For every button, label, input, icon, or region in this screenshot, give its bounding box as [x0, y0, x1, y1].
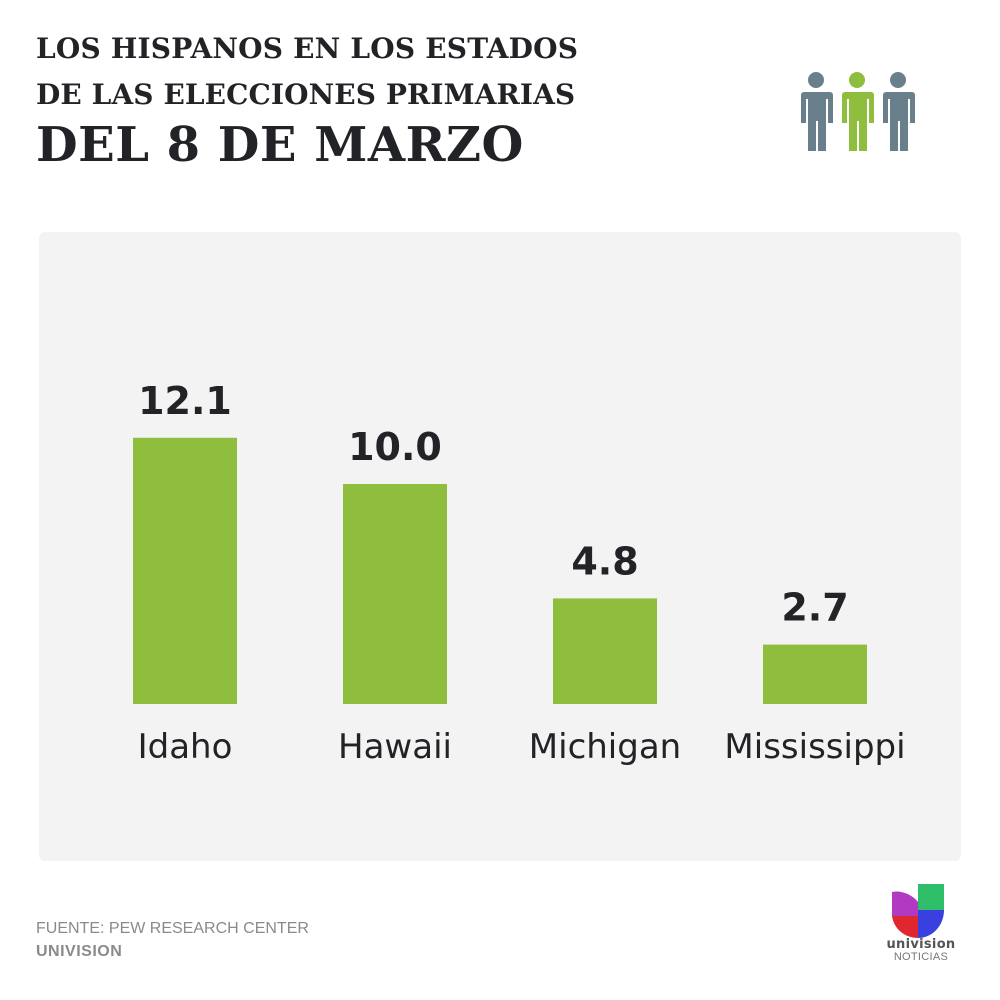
title-line-3: DEL 8 DE MARZO	[36, 117, 524, 173]
logo-wordmark: univision	[886, 937, 956, 952]
category-label-idaho: Idaho	[138, 727, 233, 767]
bar-mississippi	[763, 644, 867, 704]
person-icon-gray-right	[883, 72, 915, 151]
univision-logo-icon	[892, 884, 944, 938]
bar-chart: 12.1 Idaho 10.0 Hawaii 4.8 Michigan 2.7 Mississ…	[133, 379, 906, 767]
chart-panel: 12.1 Idaho 10.0 Hawaii 4.8 Michigan 2.7 Mississ…	[39, 232, 961, 861]
title-line-1: LOS HISPANOS EN LOS ESTADOS	[36, 32, 579, 65]
bar-idaho	[133, 437, 237, 704]
data-label-michigan: 4.8	[571, 539, 638, 583]
person-icon-green	[842, 72, 874, 151]
person-icon-gray-left	[801, 72, 833, 151]
data-label-idaho: 12.1	[138, 379, 232, 423]
credit-text: UNIVISION	[36, 943, 123, 960]
category-label-hawaii: Hawaii	[338, 727, 452, 767]
bar-michigan	[553, 598, 657, 704]
data-label-hawaii: 10.0	[348, 425, 442, 469]
category-label-mississippi: Mississippi	[724, 727, 905, 767]
bar-hawaii	[343, 484, 447, 704]
category-label-michigan: Michigan	[529, 727, 681, 767]
data-label-mississippi: 2.7	[781, 586, 848, 630]
source-text: FUENTE: PEW RESEARCH CENTER	[36, 920, 309, 937]
logo-subtitle: NOTICIAS	[893, 951, 949, 963]
people-icon	[801, 72, 915, 151]
title-line-2: DE LAS ELECCIONES PRIMARIAS	[36, 78, 576, 111]
